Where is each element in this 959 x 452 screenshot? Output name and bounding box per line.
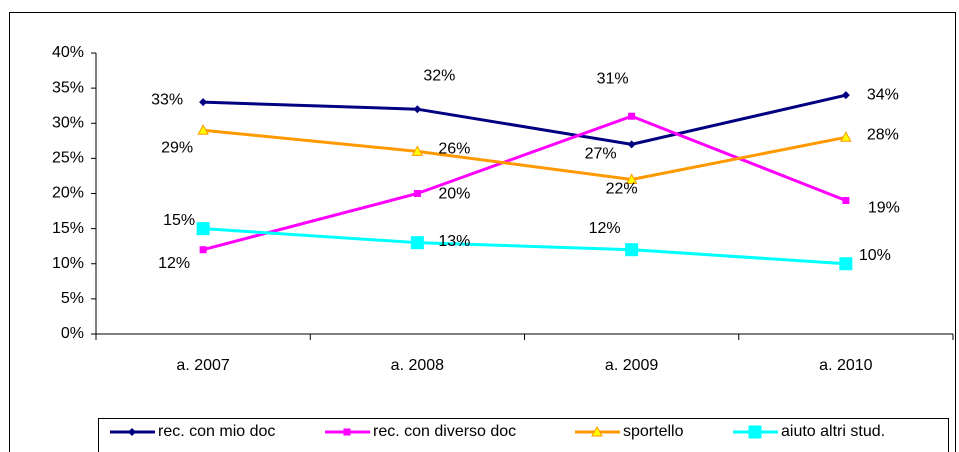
y-tick-label: 35% [52, 79, 84, 96]
legend-label: aiuto altri stud. [781, 423, 885, 440]
y-tick-label: 5% [61, 290, 84, 307]
data-label: 12% [589, 220, 621, 237]
data-label: 27% [585, 146, 617, 163]
data-point [841, 91, 850, 100]
legend-marker [128, 428, 136, 436]
data-point [625, 173, 638, 184]
data-label: 34% [867, 86, 899, 103]
data-point [840, 131, 852, 142]
legend-box [98, 418, 949, 452]
data-point [199, 246, 207, 254]
legend-label: rec. con mio doc [158, 423, 275, 440]
y-tick-label: 40% [52, 44, 84, 61]
data-point [839, 257, 853, 271]
series-line [203, 227, 846, 266]
series-line [203, 93, 847, 146]
series-line [202, 128, 847, 181]
legend-marker [343, 428, 351, 436]
data-point [413, 105, 422, 114]
y-tick-label: 0% [61, 325, 84, 342]
data-label: 19% [868, 200, 900, 217]
data-label: 10% [859, 247, 891, 264]
data-label: 26% [438, 141, 470, 158]
legend-label: sportello [623, 423, 684, 440]
data-point [411, 145, 424, 156]
data-label: 12% [158, 255, 190, 272]
data-point [196, 222, 210, 236]
data-label: 32% [423, 67, 455, 84]
data-point [410, 236, 424, 250]
data-label: 31% [597, 70, 629, 87]
x-tick-label: a. 2010 [819, 357, 872, 374]
data-label: 22% [606, 181, 638, 198]
series-line [202, 114, 847, 252]
data-point [627, 140, 636, 149]
data-point [197, 124, 209, 135]
data-label: 15% [163, 212, 195, 229]
x-tick-label: a. 2009 [605, 357, 658, 374]
data-label: 29% [161, 139, 193, 156]
data-label: 13% [438, 233, 470, 250]
legend-label: rec. con diverso doc [373, 423, 516, 440]
y-tick-label: 10% [52, 255, 84, 272]
legend-marker [591, 425, 603, 437]
data-label: 20% [438, 186, 470, 203]
data-point [413, 190, 421, 197]
legend-marker [748, 425, 762, 439]
y-tick-label: 25% [52, 150, 84, 167]
x-tick-label: a. 2007 [176, 357, 229, 374]
data-point [628, 112, 636, 120]
y-tick-label: 20% [52, 185, 84, 202]
y-tick-label: 15% [52, 220, 84, 237]
data-point [842, 197, 850, 205]
data-point [625, 243, 639, 257]
x-tick-label: a. 2008 [391, 357, 444, 374]
chart-frame [9, 12, 956, 452]
y-tick-label: 30% [52, 114, 84, 131]
data-point [199, 98, 208, 107]
data-label: 28% [867, 127, 899, 144]
data-label: 33% [151, 91, 183, 108]
